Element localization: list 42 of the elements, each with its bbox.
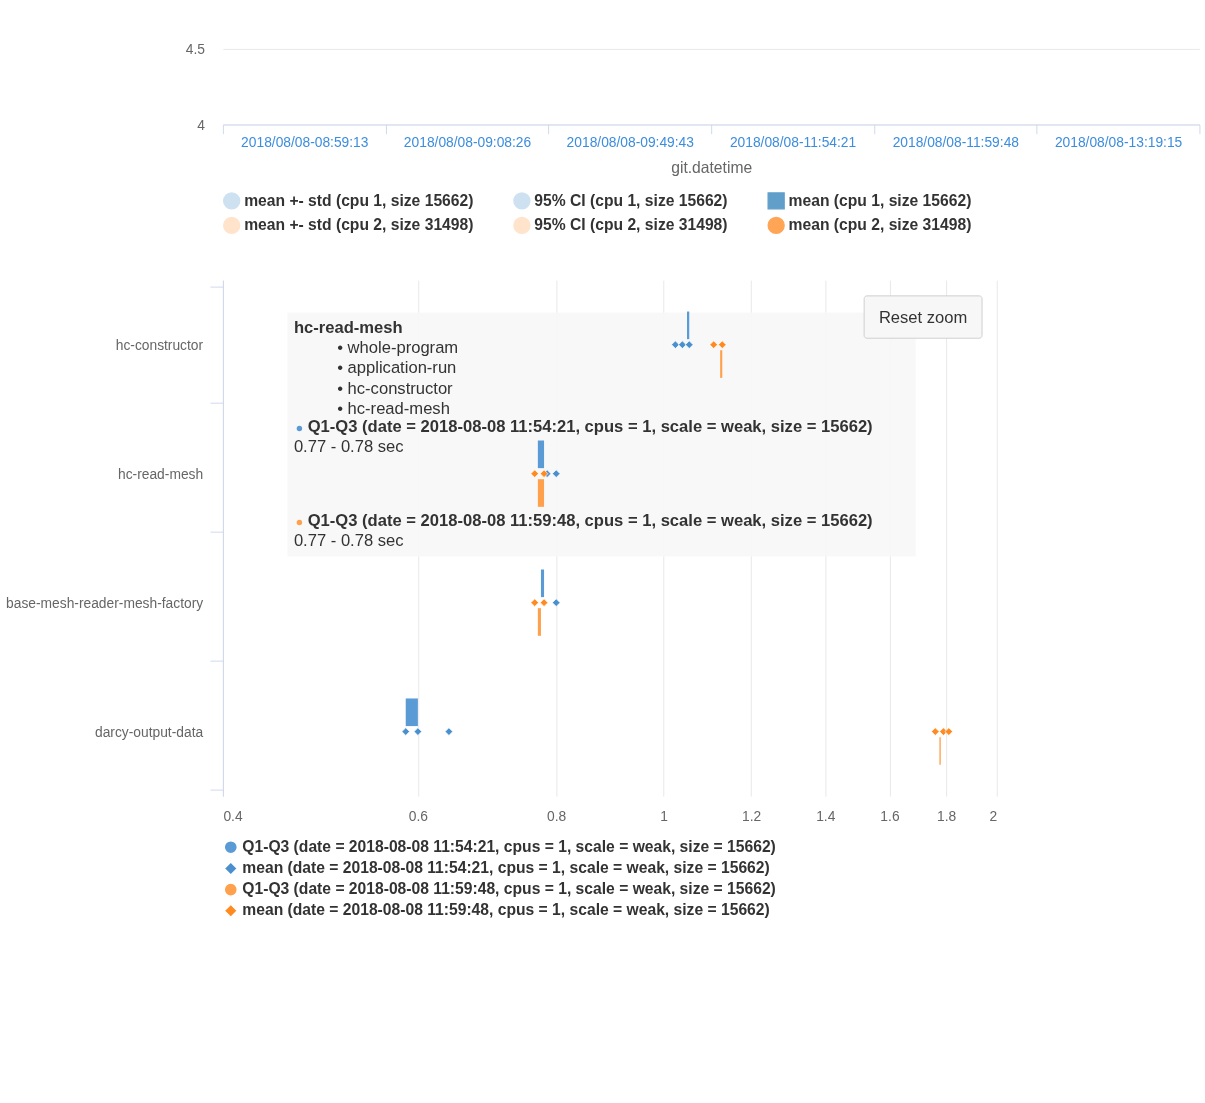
x-tick-label: 2018/08/08-09:08:26: [403, 134, 532, 151]
annotation: • whole-program: [337, 337, 459, 357]
x-tick-label: 2018/08/08-08:59:13: [241, 134, 369, 151]
x-tick-label: 0.4: [223, 807, 243, 824]
x-axis-title: git.datetime: [671, 158, 753, 176]
x-tick-label: 2018/08/08-11:59:48: [892, 134, 1020, 151]
y-tick-label: base-mesh-reader-mesh-factory: [6, 594, 204, 611]
y-tick-label: darcy-output-data: [95, 723, 204, 740]
legend-label: Q1-Q3 (date = 2018-08-08 11:54:21, cpus = 1, scale = weak, size = 15662): [242, 837, 776, 855]
annotation: • hc-constructor: [337, 378, 454, 398]
legend-label: mean +- std (cpu 1, size 15662): [244, 191, 474, 209]
y-tick-label: hc-read-mesh: [118, 465, 204, 482]
annotation: • hc-read-mesh: [337, 398, 450, 418]
legend-label: mean (cpu 2, size 31498): [788, 216, 972, 233]
x-tick-label: 1.8: [937, 807, 957, 824]
x-tick-label: 2018/08/08-11:54:21: [729, 134, 857, 151]
legend-label: mean (cpu 1, size 15662): [788, 191, 972, 209]
legend-label: mean +- std (cpu 2, size 31498): [244, 216, 474, 233]
x-tick-label: 2018/08/08-09:49:43: [566, 134, 695, 151]
x-tick-label: 0.6: [408, 807, 429, 824]
x-tick-label: 0.8: [547, 807, 567, 824]
y-tick-label: hc-constructor: [115, 336, 204, 353]
annotation: 0.77 - 0.78 sec: [293, 437, 404, 457]
x-tick-label: 2018/08/08-13:19:15: [1054, 134, 1183, 151]
annotation: Q1-Q3 (date = 2018-08-08 11:59:48, cpus = 1, scale = weak, size = 15662): [307, 511, 873, 531]
legend-label: 95% CI (cpu 2, size 31498): [534, 216, 728, 233]
legend-label: mean (date = 2018-08-08 11:54:21, cpus = 1, scale = weak, size = 15662): [242, 859, 770, 877]
annotation: hc-read-mesh: [293, 317, 403, 337]
x-tick-label: 1: [660, 807, 668, 824]
x-tick-label: 1.2: [742, 807, 762, 824]
legend-label: 95% CI (cpu 1, size 15662): [534, 191, 728, 209]
y-tick-label: 4: [197, 116, 206, 133]
annotation: 0.77 - 0.78 sec: [293, 531, 404, 551]
x-tick-label: 1.4: [816, 807, 836, 824]
annotation: Reset zoom: [878, 307, 968, 327]
legend-label: Q1-Q3 (date = 2018-08-08 11:59:48, cpus = 1, scale = weak, size = 15662): [242, 880, 776, 898]
annotation: • application-run: [337, 358, 457, 378]
annotation: Q1-Q3 (date = 2018-08-08 11:54:21, cpus = 1, scale = weak, size = 15662): [307, 417, 873, 437]
y-tick-label: 4.5: [185, 41, 206, 58]
x-tick-label: 2: [989, 807, 998, 824]
legend-label: mean (date = 2018-08-08 11:59:48, cpus = 1, scale = weak, size = 15662): [242, 901, 770, 919]
x-tick-label: 1.6: [880, 807, 900, 824]
